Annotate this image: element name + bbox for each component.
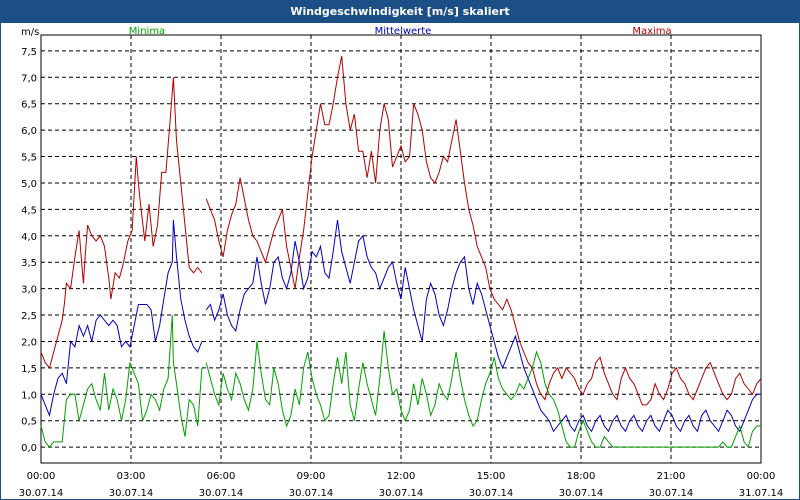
y-tick-label: 1,0 — [21, 390, 37, 401]
chart-svg: 0,0 0,5 1,0 1,5 2,0 2,5 3,0 3,5 4,0 4,5 5,0 5,5 6,0 6… — [19, 26, 784, 499]
y-tick-label: 5,0 — [21, 179, 37, 190]
series-line-minima — [40, 314, 203, 448]
x-tick-date: 30.07.14 — [19, 488, 64, 499]
grid — [41, 35, 761, 463]
x-tick-time: 09:00 — [297, 471, 326, 482]
x-tick-date: 30.07.14 — [289, 488, 334, 499]
y-tick-label: 3,0 — [21, 285, 37, 296]
y-tick-label: 2,0 — [21, 337, 37, 348]
x-tick-date: 30.07.14 — [379, 488, 424, 499]
x-tick-time: 00:00 — [27, 471, 56, 482]
y-tick-label: 6,5 — [21, 100, 37, 111]
legend-mittelwerte: Mittelwerte — [375, 26, 432, 37]
x-tick-date: 30.07.14 — [649, 488, 694, 499]
x-tick-time: 21:00 — [657, 471, 686, 482]
y-tick-label: 3,5 — [21, 258, 37, 269]
legend-minima: Minima — [129, 26, 165, 37]
x-tick-date: 30.07.14 — [109, 488, 154, 499]
axes: 0,0 0,5 1,0 1,5 2,0 2,5 3,0 3,5 4,0 4,5 5,0 5,5 6,0 6… — [19, 27, 784, 499]
y-tick-label: 7,0 — [21, 73, 37, 84]
x-tick-time: 15:00 — [477, 471, 506, 482]
x-tick-date: 30.07.14 — [559, 488, 604, 499]
x-tick-date: 31.07.14 — [739, 488, 784, 499]
x-tick-date: 30.07.14 — [469, 488, 514, 499]
series-line-minima — [205, 330, 761, 449]
x-tick-time: 06:00 — [207, 471, 236, 482]
y-tick-label: 7,5 — [21, 47, 37, 58]
y-tick-label: 0,0 — [21, 443, 37, 454]
y-tick-label: 1,5 — [21, 364, 37, 375]
x-tick-time: 12:00 — [387, 471, 416, 482]
y-tick-label: 5,5 — [21, 153, 37, 164]
plot-area — [40, 34, 762, 464]
series-line-mittelwerte — [205, 219, 761, 433]
x-tick-date: 30.07.14 — [199, 488, 244, 499]
legend: Minima Mittelwerte Maxima — [129, 26, 672, 37]
y-tick-label: 6,0 — [21, 126, 37, 137]
series-line-maxima — [40, 77, 203, 369]
series-line-mittelwerte — [40, 219, 203, 418]
window-title: Windgeschwindigkeit [m/s] skaliert — [1, 1, 799, 23]
y-axis-unit: m/s — [21, 27, 39, 38]
x-tick-time: 18:00 — [567, 471, 596, 482]
x-tick-time: 03:00 — [117, 471, 146, 482]
y-tick-label: 4,5 — [21, 205, 37, 216]
series-line-maxima — [205, 56, 762, 406]
y-tick-label: 4,0 — [21, 232, 37, 243]
series-group — [40, 56, 762, 449]
y-tick-label: 0,5 — [21, 417, 37, 428]
x-tick-time: 00:00 — [747, 471, 776, 482]
legend-maxima: Maxima — [632, 26, 671, 37]
y-tick-label: 2,5 — [21, 311, 37, 322]
